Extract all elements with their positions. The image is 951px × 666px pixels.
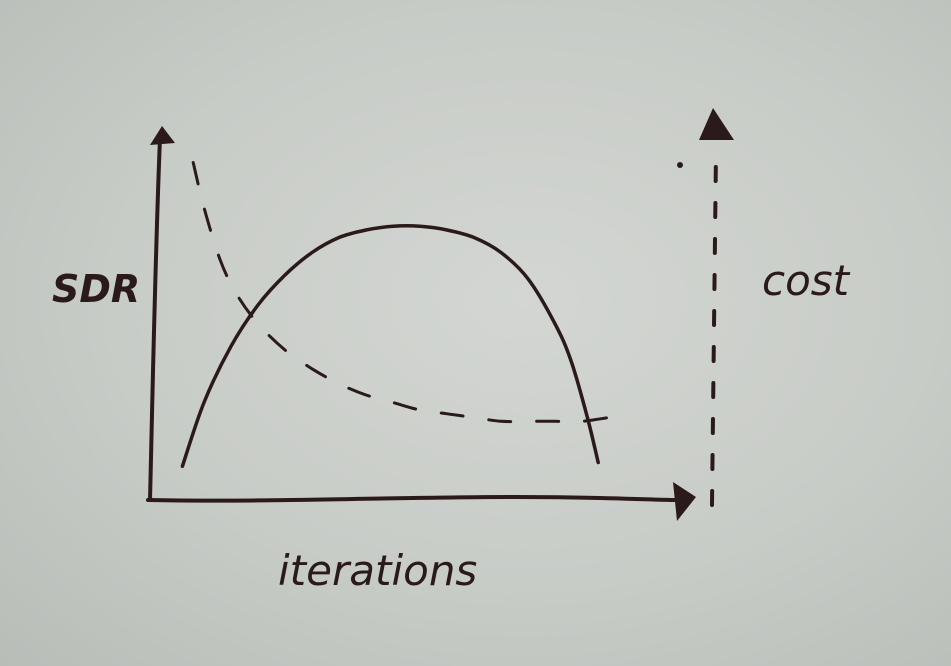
cost-series-line [191, 161, 611, 424]
y2-axis-label: cost [762, 256, 851, 305]
x-axis-arrowhead [673, 482, 696, 521]
y2-axis-dot [677, 162, 683, 168]
y2-axis-line [710, 148, 718, 507]
y2-axis-arrowhead [699, 108, 734, 140]
x-axis-label: iterations [278, 546, 477, 595]
sdr-series-line [180, 224, 600, 469]
y-axis-arrowhead [150, 126, 175, 145]
y-axis-line [148, 136, 162, 502]
y-axis-label: SDR [52, 267, 140, 311]
x-axis-line [146, 494, 677, 503]
